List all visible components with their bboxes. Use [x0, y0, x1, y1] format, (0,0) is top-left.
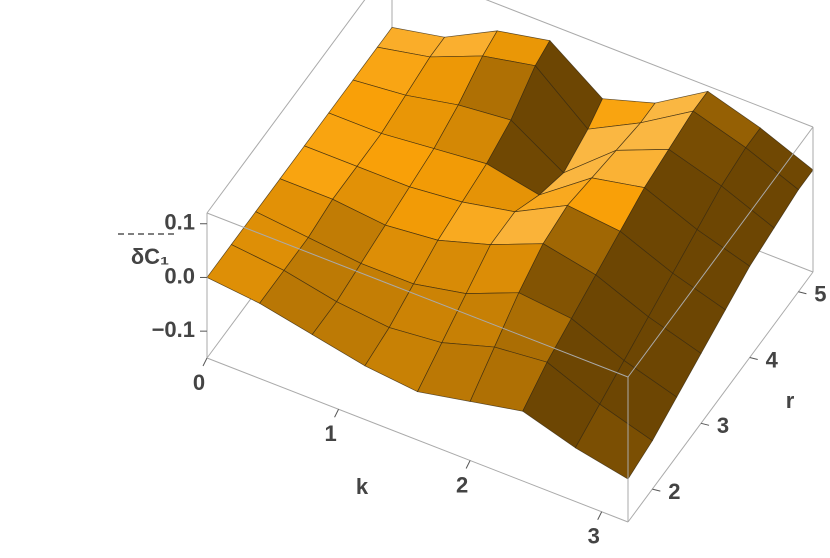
y-tick [798, 291, 807, 295]
y-tick-label: 2 [668, 479, 680, 504]
x-axis-label: k [356, 474, 369, 499]
box-edge [206, 212, 629, 378]
y-tick [700, 422, 710, 426]
surface-patch [574, 403, 653, 480]
x-tick-label: 1 [324, 421, 336, 446]
y-tick-label: 5 [814, 282, 826, 307]
z-tick-label: 0.0 [164, 263, 195, 288]
z-tick-label: 0.1 [164, 210, 195, 235]
x-tick [202, 357, 208, 367]
x-tick-label: 2 [456, 472, 468, 497]
x-tick [465, 460, 471, 469]
y-tick [749, 357, 758, 361]
box-edge [485, 0, 814, 128]
y-tick-label: 3 [717, 413, 729, 438]
x-tick-label: 3 [588, 524, 600, 549]
box-edge [627, 271, 814, 523]
z-axis-label: δC₁ [131, 244, 169, 269]
x-tick-label: 0 [193, 370, 205, 395]
box-edge [206, 357, 629, 523]
x-tick [597, 511, 603, 520]
x-tick [334, 409, 340, 418]
y-axis-label: r [786, 388, 795, 413]
box-edge [627, 126, 814, 378]
y-tick-label: 4 [766, 347, 779, 372]
z-tick-label: −0.1 [152, 317, 195, 342]
y-tick [652, 488, 661, 492]
box-edge [206, 0, 366, 214]
